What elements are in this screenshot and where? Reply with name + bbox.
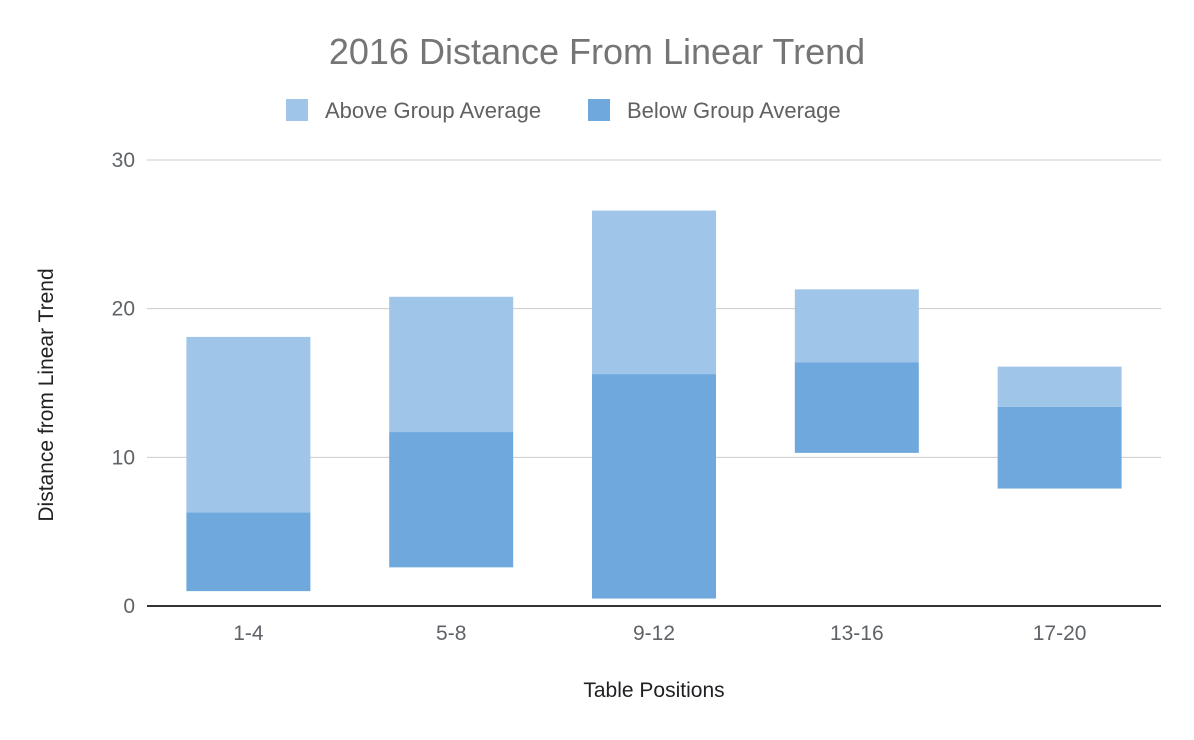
- bar-below-group-average: [389, 432, 514, 568]
- bar-above-group-average: [794, 289, 919, 363]
- bars: [186, 210, 1122, 599]
- y-tick-label: 30: [112, 149, 135, 172]
- x-tick-label: 17-20: [1033, 622, 1087, 645]
- x-tick-label: 9-12: [633, 622, 675, 645]
- legend-label: Above Group Average: [325, 98, 541, 123]
- y-tick-label: 10: [112, 446, 135, 469]
- bar-below-group-average: [592, 374, 716, 599]
- x-tick-label: 13-16: [830, 622, 884, 645]
- y-tick-label: 0: [123, 595, 135, 618]
- bar-above-group-average: [186, 336, 311, 513]
- bar-below-group-average: [186, 512, 311, 592]
- chart-title: 2016 Distance From Linear Trend: [329, 31, 865, 72]
- legend-label: Below Group Average: [627, 98, 841, 123]
- bar-below-group-average: [794, 362, 919, 453]
- x-axis-title: Table Positions: [583, 679, 724, 702]
- legend: Above Group Average Below Group Average: [286, 98, 841, 123]
- x-axis-ticks: 1-4 5-8 9-12 13-16 17-20: [233, 622, 1086, 645]
- y-tick-label: 20: [112, 298, 135, 321]
- bar-below-group-average: [997, 406, 1122, 489]
- x-tick-label: 5-8: [436, 622, 466, 645]
- bar-above-group-average: [389, 296, 514, 433]
- legend-swatch: [286, 99, 308, 121]
- bar-above-group-average: [592, 210, 716, 375]
- bar-above-group-average: [997, 366, 1122, 407]
- x-tick-label: 1-4: [233, 622, 264, 645]
- y-axis-ticks: 0 10 20 30: [112, 149, 135, 618]
- y-axis-title: Distance from Linear Trend: [35, 268, 58, 521]
- legend-swatch: [588, 99, 610, 121]
